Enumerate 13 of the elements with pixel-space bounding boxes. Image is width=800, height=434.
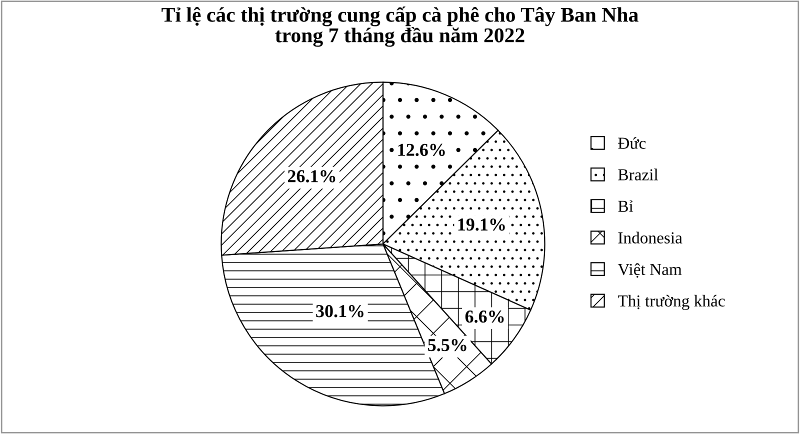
data-label: 26.1% [288, 170, 336, 182]
legend-label: Brazil [618, 168, 658, 180]
legend-label: Bỉ [618, 200, 634, 212]
legend-label: Việt Nam [618, 263, 682, 278]
legend-label: Indonesia [618, 232, 682, 244]
data-label: 5.5% [428, 338, 466, 352]
data-label: 19.1% [458, 218, 505, 231]
legend-label: Thị trường khác [618, 294, 725, 310]
data-label: 12.6% [398, 144, 445, 156]
chart-title: Tỉ lệ các thị trường cung cấp cà phê cho Tây Ban Nha trong 7 tháng đầu năm 2022 [162, 6, 638, 47]
data-label: 6.6% [465, 310, 504, 323]
data-label: 30.1% [316, 305, 364, 318]
legend-label: Đức [618, 137, 646, 149]
